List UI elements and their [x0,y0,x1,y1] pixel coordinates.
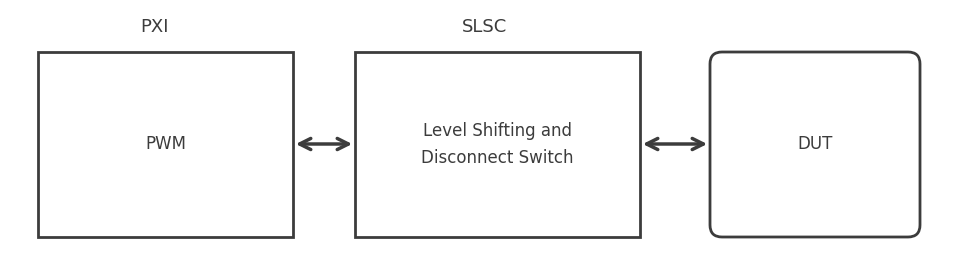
FancyBboxPatch shape [38,52,293,237]
Text: Level Shifting and
Disconnect Switch: Level Shifting and Disconnect Switch [421,122,574,167]
Text: PXI: PXI [141,18,169,36]
Text: PWM: PWM [145,135,186,153]
Text: DUT: DUT [797,135,833,153]
FancyBboxPatch shape [710,52,920,237]
FancyBboxPatch shape [355,52,640,237]
Text: SLSC: SLSC [462,18,508,36]
